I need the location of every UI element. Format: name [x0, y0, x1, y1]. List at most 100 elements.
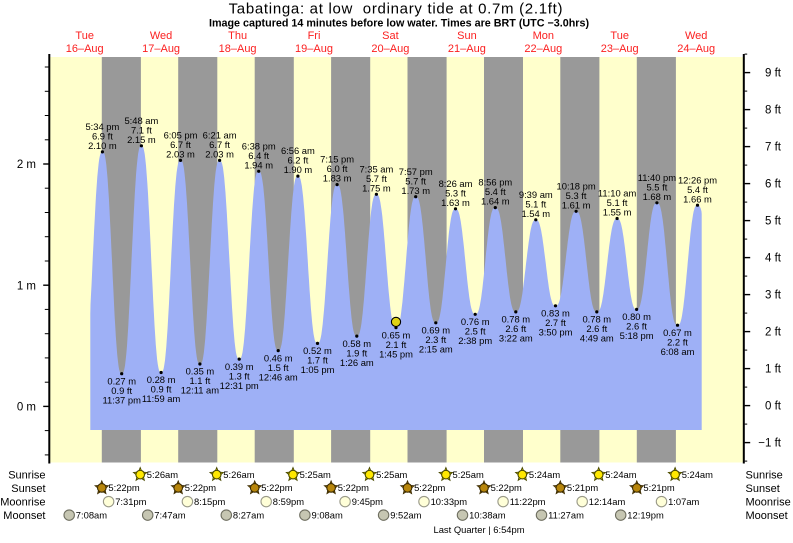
svg-text:Sun: Sun: [457, 30, 477, 42]
svg-text:0.9 ft: 0.9 ft: [111, 385, 132, 396]
svg-text:5:34 pm: 5:34 pm: [85, 121, 119, 132]
svg-text:2 ft: 2 ft: [765, 326, 782, 338]
svg-text:11:22pm: 11:22pm: [510, 496, 546, 507]
svg-text:5.4 ft: 5.4 ft: [687, 184, 708, 195]
svg-text:5.7 ft: 5.7 ft: [405, 175, 426, 186]
svg-text:19–Aug: 19–Aug: [295, 43, 333, 55]
svg-text:6 ft: 6 ft: [765, 178, 782, 190]
svg-text:23–Aug: 23–Aug: [601, 43, 639, 55]
svg-text:5:26am: 5:26am: [223, 469, 254, 480]
svg-text:1.3 ft: 1.3 ft: [229, 370, 250, 381]
svg-text:Wed: Wed: [150, 30, 172, 42]
svg-text:0.58 m: 0.58 m: [342, 338, 371, 349]
svg-text:5.7 ft: 5.7 ft: [366, 173, 387, 184]
svg-text:0.28 m: 0.28 m: [147, 374, 176, 385]
svg-text:Moonset: Moonset: [746, 510, 788, 522]
svg-text:2.6 ft: 2.6 ft: [626, 321, 647, 332]
svg-text:2:38 pm: 2:38 pm: [458, 335, 492, 346]
svg-text:Sat: Sat: [382, 30, 399, 42]
svg-text:8:15pm: 8:15pm: [194, 496, 225, 507]
svg-text:12:26 pm: 12:26 pm: [678, 174, 717, 185]
svg-text:7:57 pm: 7:57 pm: [399, 166, 433, 177]
svg-text:5:22pm: 5:22pm: [338, 482, 369, 493]
svg-text:6:05 pm: 6:05 pm: [164, 130, 198, 141]
svg-text:0.9 ft: 0.9 ft: [151, 384, 172, 395]
svg-text:3:50 pm: 3:50 pm: [539, 327, 573, 338]
svg-text:2.03 m: 2.03 m: [205, 149, 234, 160]
svg-text:6.0 ft: 6.0 ft: [327, 163, 348, 174]
svg-text:2 m: 2 m: [17, 159, 36, 171]
svg-text:8:26 am: 8:26 am: [439, 178, 473, 189]
svg-text:Mon: Mon: [533, 30, 554, 42]
svg-text:2.3 ft: 2.3 ft: [425, 334, 446, 345]
svg-text:6.4 ft: 6.4 ft: [248, 150, 269, 161]
svg-text:20–Aug: 20–Aug: [371, 43, 409, 55]
svg-text:1.90 m: 1.90 m: [284, 164, 313, 175]
svg-text:10:18 pm: 10:18 pm: [557, 180, 596, 191]
svg-text:8:56 pm: 8:56 pm: [478, 177, 512, 188]
svg-text:2.1 ft: 2.1 ft: [386, 339, 407, 350]
svg-text:10:38am: 10:38am: [469, 509, 506, 520]
svg-text:Moonrise: Moonrise: [746, 497, 791, 509]
svg-text:8:59pm: 8:59pm: [273, 496, 304, 507]
svg-text:0.52 m: 0.52 m: [303, 345, 332, 356]
svg-text:3 ft: 3 ft: [765, 289, 782, 301]
svg-text:9:39 am: 9:39 am: [519, 189, 553, 200]
svg-text:1.63 m: 1.63 m: [441, 197, 470, 208]
svg-text:1.83 m: 1.83 m: [323, 173, 352, 184]
svg-text:Sunrise: Sunrise: [8, 470, 45, 482]
svg-text:12:19pm: 12:19pm: [627, 509, 664, 520]
svg-text:0 ft: 0 ft: [765, 400, 782, 412]
svg-text:5.1 ft: 5.1 ft: [525, 198, 546, 209]
svg-text:5:22pm: 5:22pm: [185, 482, 216, 493]
svg-text:2.6 ft: 2.6 ft: [586, 323, 607, 334]
svg-text:4 ft: 4 ft: [765, 252, 782, 264]
svg-text:Image captured 14 minutes befo: Image captured 14 minutes before low wat…: [209, 18, 589, 30]
svg-text:5:21pm: 5:21pm: [643, 482, 674, 493]
svg-text:2:15 am: 2:15 am: [419, 344, 453, 355]
svg-text:24–Aug: 24–Aug: [677, 43, 715, 55]
svg-text:2.15 m: 2.15 m: [127, 134, 156, 145]
svg-text:1.61 m: 1.61 m: [562, 199, 591, 210]
svg-text:1.75 m: 1.75 m: [362, 182, 391, 193]
svg-text:2.2 ft: 2.2 ft: [667, 336, 688, 347]
svg-text:6.9 ft: 6.9 ft: [92, 131, 113, 142]
svg-text:1.66 m: 1.66 m: [683, 193, 712, 204]
svg-text:11:59 am: 11:59 am: [142, 393, 181, 404]
svg-text:6:08 am: 6:08 am: [661, 346, 695, 357]
svg-text:1:07am: 1:07am: [668, 496, 699, 507]
svg-text:12:31 pm: 12:31 pm: [220, 380, 259, 391]
svg-text:−1 ft: −1 ft: [758, 437, 782, 449]
svg-text:2.10 m: 2.10 m: [88, 140, 117, 151]
svg-text:1.64 m: 1.64 m: [481, 196, 510, 207]
svg-text:Last Quarter | 6:54pm: Last Quarter | 6:54pm: [434, 524, 525, 535]
svg-text:5 ft: 5 ft: [765, 215, 782, 227]
svg-text:1.54 m: 1.54 m: [521, 208, 550, 219]
svg-text:6:38 pm: 6:38 pm: [242, 140, 276, 151]
svg-text:9 ft: 9 ft: [765, 67, 782, 79]
svg-text:2.7 ft: 2.7 ft: [545, 317, 566, 328]
svg-text:5:48 am: 5:48 am: [124, 115, 158, 126]
svg-text:1.9 ft: 1.9 ft: [346, 347, 367, 358]
svg-text:7:08am: 7:08am: [76, 509, 107, 520]
svg-text:5:21pm: 5:21pm: [567, 482, 598, 493]
svg-text:Sunset: Sunset: [11, 483, 45, 495]
svg-text:Fri: Fri: [308, 30, 321, 42]
svg-text:0 m: 0 m: [17, 402, 36, 414]
svg-text:9:45pm: 9:45pm: [352, 496, 383, 507]
svg-text:5:25am: 5:25am: [300, 469, 331, 480]
svg-text:7.1 ft: 7.1 ft: [131, 124, 152, 135]
svg-text:5:22pm: 5:22pm: [108, 482, 139, 493]
svg-text:0.78 m: 0.78 m: [582, 314, 611, 325]
svg-text:12:46 am: 12:46 am: [259, 371, 298, 382]
svg-text:12:14am: 12:14am: [589, 496, 626, 507]
svg-text:4:49 am: 4:49 am: [580, 333, 614, 344]
svg-text:Tue: Tue: [75, 30, 94, 42]
svg-text:11:37 pm: 11:37 pm: [102, 394, 141, 405]
svg-text:1 m: 1 m: [17, 280, 36, 292]
svg-text:1.5 ft: 1.5 ft: [268, 362, 289, 373]
svg-text:5.3 ft: 5.3 ft: [445, 187, 466, 198]
svg-text:3:22 am: 3:22 am: [499, 333, 533, 344]
svg-text:0.27 m: 0.27 m: [107, 375, 136, 386]
svg-text:Sunset: Sunset: [746, 483, 780, 495]
